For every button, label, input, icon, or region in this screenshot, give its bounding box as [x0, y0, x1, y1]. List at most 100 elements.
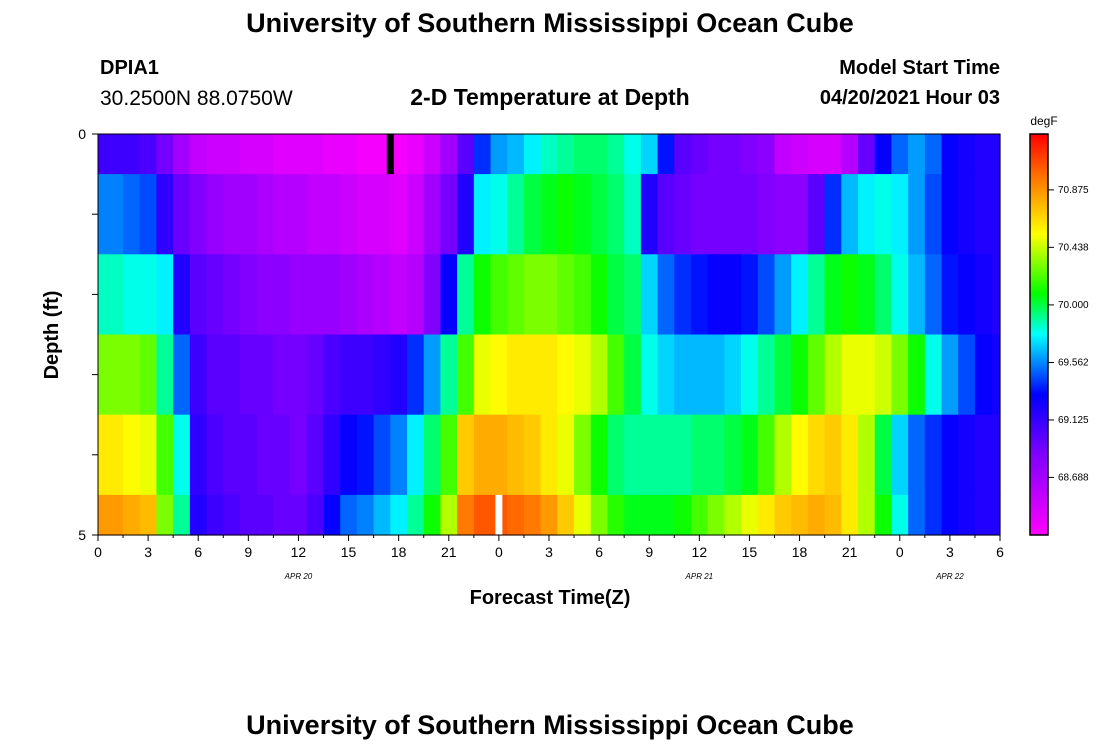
heatmap-cell	[440, 254, 458, 336]
heatmap-cell	[791, 254, 809, 336]
heatmap-cell	[173, 254, 191, 336]
heatmap-cell	[924, 174, 943, 255]
heatmap-cell	[290, 174, 308, 255]
station-id: DPIA1	[100, 57, 159, 79]
heatmap-cell	[123, 494, 141, 536]
heatmap-cell	[757, 494, 776, 536]
heatmap-cell	[473, 494, 492, 536]
colorbar-tick-label: 70.875	[1058, 185, 1089, 196]
heatmap-cell	[340, 134, 358, 175]
heatmap-cell	[407, 414, 425, 496]
heatmap-cell	[891, 494, 909, 536]
heatmap-cell	[106, 334, 124, 416]
heatmap-cell	[807, 334, 826, 416]
heatmap-cell	[824, 494, 842, 536]
heatmap-cell	[640, 134, 659, 175]
heatmap-cell	[674, 134, 692, 175]
heatmap-cell	[574, 494, 592, 536]
heatmap-cell	[123, 334, 141, 416]
heatmap-cell	[707, 414, 725, 496]
heatmap-cell	[98, 494, 107, 536]
heatmap-cell	[908, 414, 926, 496]
heatmap-cell	[891, 254, 909, 336]
heatmap-cell	[507, 334, 525, 416]
heatmap-cell	[490, 174, 508, 255]
heatmap-cell	[523, 134, 542, 175]
heatmap-cell	[774, 414, 792, 496]
heatmap-cell	[457, 494, 475, 536]
heatmap-cell	[757, 254, 776, 336]
heatmap-cell	[657, 334, 675, 416]
colorbar-tick-label: 69.125	[1058, 415, 1089, 426]
heatmap-cell	[98, 174, 107, 255]
heatmap-cell	[189, 254, 208, 336]
heatmap-cell	[607, 414, 625, 496]
heatmap-cell	[908, 254, 926, 336]
heatmap-cell	[590, 494, 609, 536]
heatmap-cell	[741, 174, 759, 255]
heatmap-cell	[407, 494, 425, 536]
heatmap-cell	[106, 414, 124, 496]
heatmap-cell	[690, 254, 709, 336]
heatmap-cell	[173, 334, 191, 416]
heatmap-cell	[858, 174, 876, 255]
heatmap-cell	[891, 414, 909, 496]
heatmap-cell	[590, 414, 609, 496]
heatmap-cell	[540, 254, 558, 336]
heatmap-cell	[507, 134, 525, 175]
heatmap-cell	[841, 414, 859, 496]
heatmap-cell	[774, 494, 792, 536]
heatmap-cell	[874, 134, 893, 175]
x-date-label: APR 20	[284, 572, 313, 581]
heatmap-cell	[206, 334, 224, 416]
x-axis: 0 3 6 9 12 15 18 21 0 3 6 9 12 15 18 21 0 3 6 APR 20 APR 21 A…	[94, 535, 1004, 581]
plot-title: 2-D Temperature at Depth	[410, 84, 690, 110]
heatmap-cell	[991, 134, 1001, 175]
heatmap-cell	[490, 334, 508, 416]
heatmap-cell	[473, 134, 492, 175]
heatmap-cell	[690, 494, 709, 536]
heatmap-cell	[340, 494, 358, 536]
heatmap-cell	[473, 414, 492, 496]
heatmap-cell	[991, 494, 1001, 536]
heatmap-cell	[306, 334, 325, 416]
heatmap-cell	[791, 334, 809, 416]
heatmap-cell	[974, 174, 993, 255]
heatmap-cell	[457, 174, 475, 255]
heatmap-cell	[223, 134, 241, 175]
heatmap-cell	[273, 334, 291, 416]
heatmap-cell	[290, 494, 308, 536]
heatmap-cell	[657, 174, 675, 255]
heatmap-cell	[457, 134, 475, 175]
heatmap-cell	[841, 174, 859, 255]
heatmap-cell	[423, 174, 442, 255]
heatmap-cell	[189, 494, 208, 536]
heatmap-cell	[674, 494, 692, 536]
heatmap-cell	[858, 134, 876, 175]
heatmap-cell	[958, 174, 976, 255]
heatmap-cell	[373, 494, 391, 536]
heatmap-cell	[540, 174, 558, 255]
heatmap-marker	[386, 134, 394, 175]
heatmap-cell	[223, 174, 241, 255]
heatmap-cell	[123, 134, 141, 175]
heatmap-cell	[239, 134, 258, 175]
heatmap-cell	[440, 494, 458, 536]
x-date-label: APR 22	[935, 572, 964, 581]
heatmap-cell	[390, 494, 408, 536]
heatmap-cell	[206, 414, 224, 496]
heatmap-cell	[607, 334, 625, 416]
heatmap-cell	[891, 334, 909, 416]
heatmap-cell	[941, 254, 959, 336]
x-tick-label: 6	[996, 544, 1004, 560]
x-tick-label: 6	[595, 544, 603, 560]
footer-title: University of Southern Mississippi Ocean…	[246, 710, 854, 740]
heatmap-cell	[206, 174, 224, 255]
heatmap-cell	[106, 494, 124, 536]
x-tick-label: 9	[244, 544, 252, 560]
heatmap-cell	[323, 334, 341, 416]
heatmap-cell	[306, 134, 325, 175]
x-tick-label: 0	[896, 544, 904, 560]
heatmap-cell	[273, 254, 291, 336]
heatmap-cell	[941, 334, 959, 416]
